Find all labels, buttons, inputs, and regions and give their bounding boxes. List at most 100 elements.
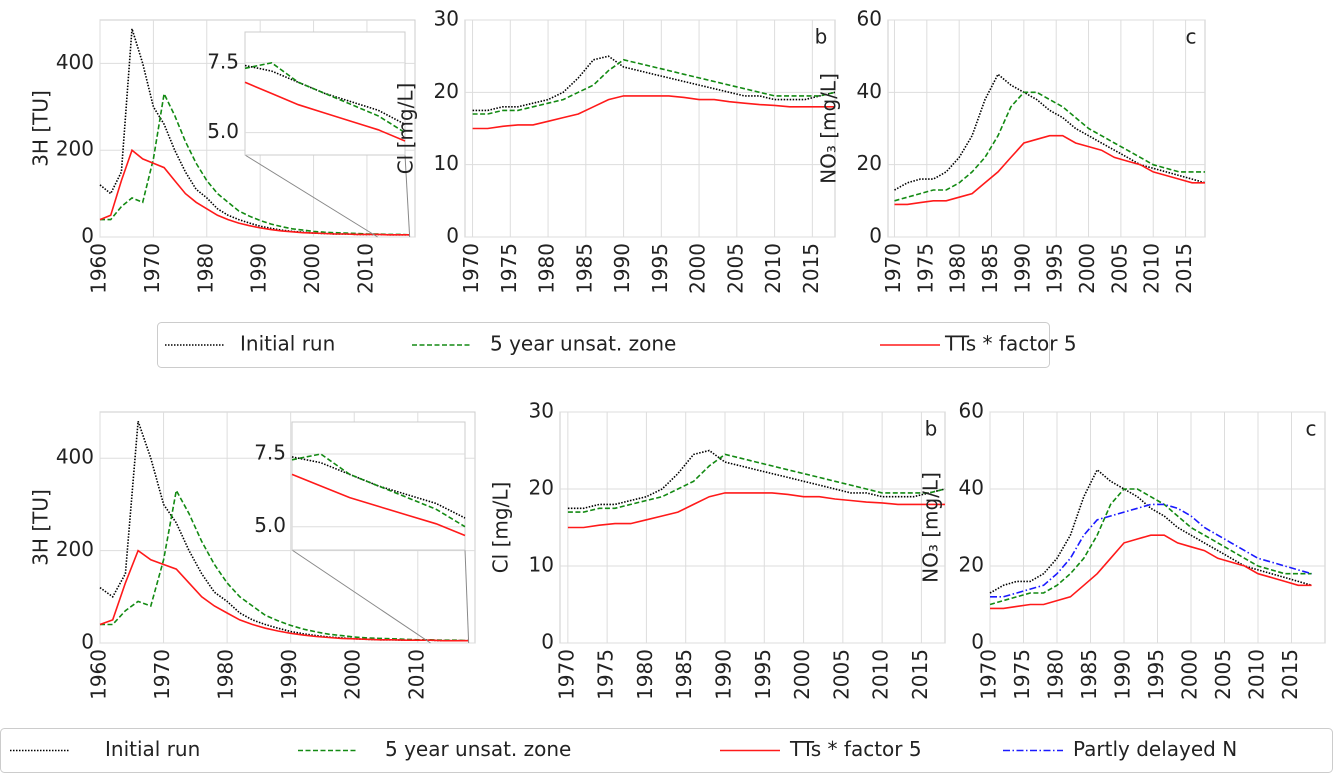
y-tick-label: 7.5: [207, 49, 239, 73]
y-tick-label: 10: [529, 553, 554, 577]
series-line: [100, 488, 469, 642]
series-line: [894, 91, 1205, 202]
series-line: [567, 449, 946, 510]
x-tick-label: 2000: [341, 649, 365, 700]
x-tick-label: 1985: [672, 649, 696, 700]
x-tick-label: 2010: [404, 649, 428, 700]
x-tick-label: 2005: [829, 649, 853, 700]
x-tick-label: 1990: [1111, 649, 1135, 700]
y-axis-label: NO₃ [mg/L]: [919, 472, 943, 583]
x-tick-label: 2010: [353, 243, 377, 294]
inset-connector: [404, 154, 411, 238]
x-tick-label: 2010: [1245, 649, 1269, 700]
y-tick-label: 60: [959, 399, 984, 423]
x-tick-label: 2005: [1107, 243, 1131, 294]
y-tick-label: 0: [971, 630, 984, 654]
x-tick-label: 1990: [610, 243, 634, 294]
x-tick-label: 2015: [908, 649, 932, 700]
series-line: [291, 473, 466, 537]
y-tick-label: 30: [434, 7, 459, 31]
x-tick-label: 1995: [1144, 649, 1168, 700]
legend-label: TTs * factor 5: [789, 737, 922, 761]
y-axis-label: 3H [TU]: [29, 489, 53, 566]
y-tick-label: 30: [529, 399, 554, 423]
x-tick-label: 1970: [459, 243, 483, 294]
x-tick-label: 1980: [1044, 649, 1068, 700]
y-tick-label: 200: [56, 137, 94, 161]
x-tick-label: 1990: [277, 649, 301, 700]
x-tick-label: 1975: [594, 649, 618, 700]
x-tick-label: 1985: [1077, 649, 1101, 700]
x-tick-label: 1975: [497, 243, 521, 294]
y-tick-label: 5.0: [254, 513, 286, 537]
y-tick-label: 0: [81, 630, 94, 654]
y-tick-label: 0: [541, 630, 554, 654]
x-tick-label: 1970: [150, 649, 174, 700]
series-line: [989, 468, 1312, 594]
y-tick-label: 20: [857, 151, 882, 175]
y-tick-label: 400: [56, 445, 94, 469]
legend-label: TTs * factor 5: [944, 332, 1077, 356]
series-line: [244, 81, 406, 142]
series-line: [291, 453, 466, 528]
x-tick-label: 2000: [1178, 649, 1202, 700]
series-line: [472, 55, 836, 112]
x-tick-label: 1975: [1010, 649, 1034, 700]
series-line: [99, 549, 469, 642]
series-line: [990, 503, 1312, 598]
y-tick-label: 0: [869, 224, 882, 248]
y-axis-label: 3H [TU]: [29, 90, 53, 167]
y-tick-label: 20: [959, 553, 984, 577]
series-line: [990, 534, 1312, 610]
x-tick-label: 1970: [140, 243, 164, 294]
y-tick-label: 20: [529, 476, 554, 500]
y-tick-label: 5.0: [207, 119, 239, 143]
panel-label: b: [925, 417, 938, 441]
x-tick-label: 1985: [978, 243, 1002, 294]
legend-label: Initial run: [105, 737, 200, 761]
y-tick-label: 0: [446, 224, 459, 248]
y-tick-label: 10: [434, 151, 459, 175]
y-tick-label: 40: [857, 79, 882, 103]
x-tick-label: 2000: [300, 243, 324, 294]
x-tick-label: 2015: [1172, 243, 1196, 294]
y-tick-label: 60: [857, 7, 882, 31]
x-tick-label: 1985: [572, 243, 596, 294]
y-axis-label: Cl [mg/L]: [489, 482, 513, 574]
y-axis-label: Cl [mg/L]: [394, 83, 418, 175]
x-tick-label: 2010: [1140, 243, 1164, 294]
x-tick-label: 1990: [247, 243, 271, 294]
x-tick-label: 2000: [790, 649, 814, 700]
legend-label: Partly delayed N: [1073, 737, 1237, 761]
x-tick-label: 1970: [881, 243, 905, 294]
x-tick-label: 1995: [1043, 243, 1067, 294]
x-tick-label: 1980: [535, 243, 559, 294]
series-line: [99, 148, 410, 236]
series-line: [472, 58, 836, 115]
panel-label: b: [815, 25, 828, 49]
x-tick-label: 1960: [87, 243, 111, 294]
series-line: [567, 492, 945, 529]
series-line: [567, 453, 946, 513]
y-tick-label: 20: [434, 79, 459, 103]
x-tick-label: 2010: [869, 649, 893, 700]
x-tick-label: 2015: [799, 243, 823, 294]
plot-background: [559, 411, 946, 644]
x-tick-label: 1995: [648, 243, 672, 294]
y-tick-label: 7.5: [254, 441, 286, 465]
panel-label: c: [1186, 25, 1197, 49]
x-tick-label: 1980: [214, 649, 238, 700]
legend-box: [157, 322, 1050, 368]
series-line: [894, 134, 1205, 206]
inset-background: [291, 421, 466, 551]
y-tick-label: 200: [56, 537, 94, 561]
legend-label: 5 year unsat. zone: [490, 332, 676, 356]
inset-connector: [244, 154, 378, 238]
y-tick-label: 40: [959, 476, 984, 500]
inset-connector: [291, 549, 431, 644]
y-tick-label: 0: [81, 224, 94, 248]
series-line: [244, 61, 406, 134]
x-tick-label: 2005: [723, 243, 747, 294]
x-tick-label: 1980: [193, 243, 217, 294]
